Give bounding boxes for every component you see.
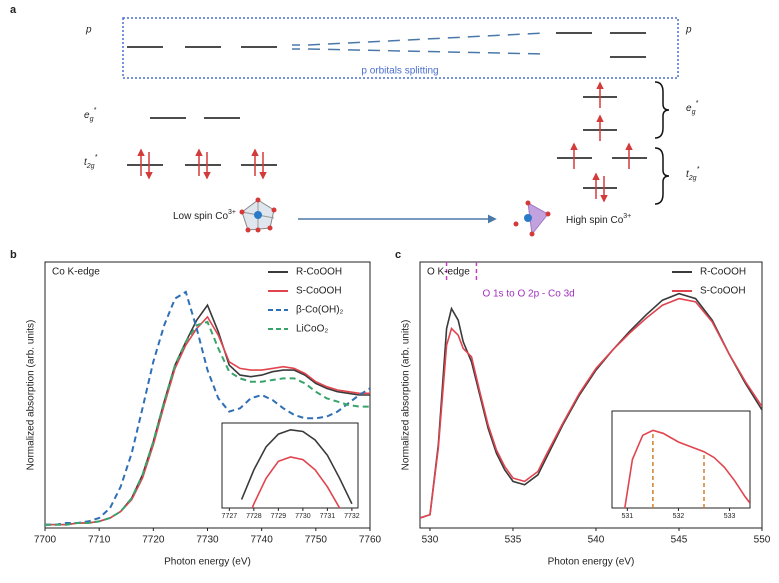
splitting-lines <box>292 32 546 55</box>
trigonal-icon <box>513 200 551 237</box>
series-line <box>45 320 370 526</box>
x-tick-label: 530 <box>422 535 439 546</box>
chart: 7727 7728 7729 7730 7731 7732 <box>221 422 360 520</box>
x-tick-label: 7700 <box>34 535 57 546</box>
brace <box>654 81 670 139</box>
label: High spin Co3+ <box>566 213 631 226</box>
label: Low spin Co3+ <box>173 209 236 222</box>
inset-frame <box>221 422 359 509</box>
y-axis-label: Normalized absorption (arb. units) <box>26 320 37 471</box>
x-tick-label: 7710 <box>88 535 111 546</box>
chart-title: Co K-edge <box>52 267 100 278</box>
legend-label: β-Co(OH)₂ <box>296 305 344 316</box>
legend-label: S-CoOOH <box>700 286 746 297</box>
panel-label: c <box>395 249 401 261</box>
spins <box>137 81 633 203</box>
label: eg* <box>84 107 96 123</box>
y-axis-label: Normalized absorption (arb. units) <box>401 320 412 471</box>
x-tick-label: 7732 <box>344 513 360 520</box>
x-tick-label: 7727 <box>222 513 238 520</box>
x-axis-label: Photon energy (eV) <box>548 557 635 568</box>
panel-label: b <box>10 249 17 261</box>
x-tick-label: 540 <box>588 535 605 546</box>
x-tick-label: 550 <box>754 535 771 546</box>
chart-title: O K-edge <box>427 267 470 278</box>
x-tick-label: 7750 <box>305 535 328 546</box>
series-line <box>251 456 341 508</box>
chart: 531 532 533 <box>611 410 751 520</box>
series-line <box>45 290 370 526</box>
legend-label: LiCoO₂ <box>296 324 328 335</box>
x-tick-label: 535 <box>505 535 522 546</box>
octahedron-icon <box>239 197 277 233</box>
x-tick-label: 545 <box>671 535 688 546</box>
x-tick-label: 7760 <box>359 535 382 546</box>
x-tick-label: 7731 <box>320 513 336 520</box>
x-tick-label: 7720 <box>142 535 165 546</box>
brace <box>654 147 670 205</box>
series-line <box>240 428 353 505</box>
series-line <box>420 292 762 519</box>
chart: 7700 7710 7720 7730 7740 7750 7760 R-CoOOH S-CoO… <box>26 261 382 568</box>
label: p orbitals splitting <box>361 66 438 77</box>
annotation: O 1s to O 2p - Co 3d <box>482 289 574 300</box>
x-tick-label: 7728 <box>246 513 262 520</box>
legend-label: S-CoOOH <box>296 286 342 297</box>
x-tick-label: 7740 <box>251 535 274 546</box>
x-tick-label: 531 <box>621 513 633 520</box>
levels <box>127 32 647 189</box>
label: eg* <box>686 100 698 116</box>
x-tick-label: 7730 <box>295 513 311 520</box>
x-tick-label: 532 <box>673 513 685 520</box>
label: t2g* <box>84 154 98 170</box>
x-tick-label: 7729 <box>271 513 287 520</box>
label: t2g* <box>686 166 700 182</box>
label: p <box>85 25 92 36</box>
series-line <box>624 429 750 508</box>
x-tick-label: 533 <box>724 513 736 520</box>
label: p <box>685 25 692 36</box>
panel-label: a <box>10 4 17 16</box>
inset-frame <box>611 410 751 509</box>
split-box <box>122 17 679 79</box>
legend-label: R-CoOOH <box>700 267 746 278</box>
x-tick-label: 7730 <box>196 535 219 546</box>
x-axis-label: Photon energy (eV) <box>164 557 251 568</box>
series-line <box>420 297 762 519</box>
panel-a: p p p orbitals splitting eg* t2g* eg* <box>84 17 700 237</box>
legend-label: R-CoOOH <box>296 267 342 278</box>
